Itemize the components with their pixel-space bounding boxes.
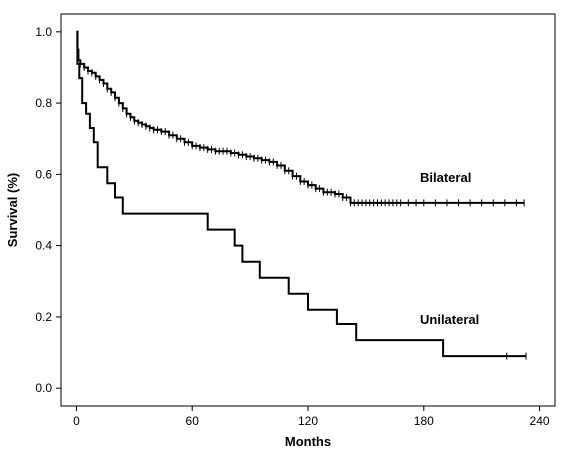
x-tick-label: 60 [186, 414, 200, 428]
y-tick-label: 0.0 [35, 381, 52, 395]
series-layer [76, 30, 527, 358]
x-axis: 0 60 120 180 240 [73, 406, 550, 428]
x-tick-label: 0 [73, 414, 80, 428]
x-tick-label: 240 [530, 414, 550, 428]
y-tick-label: 0.6 [35, 167, 52, 181]
y-tick-label: 0.4 [35, 239, 52, 253]
plot-frame [60, 13, 556, 407]
y-tick-label: 0.8 [35, 96, 52, 110]
x-tick-label: 180 [414, 414, 434, 428]
series-label-bilateral: Bilateral [420, 170, 471, 185]
y-axis: 0.0 0.2 0.4 0.6 0.8 1.0 [35, 25, 61, 395]
y-tick-label: 0.2 [35, 310, 52, 324]
y-axis-title: Survival (%) [5, 173, 20, 247]
x-axis-title: Months [285, 434, 331, 449]
censor-marks [79, 60, 527, 360]
series-label-unilateral: Unilateral [420, 312, 479, 327]
series-line-unilateral [76, 30, 527, 358]
x-tick-label: 120 [298, 414, 318, 428]
y-tick-label: 1.0 [35, 25, 52, 39]
